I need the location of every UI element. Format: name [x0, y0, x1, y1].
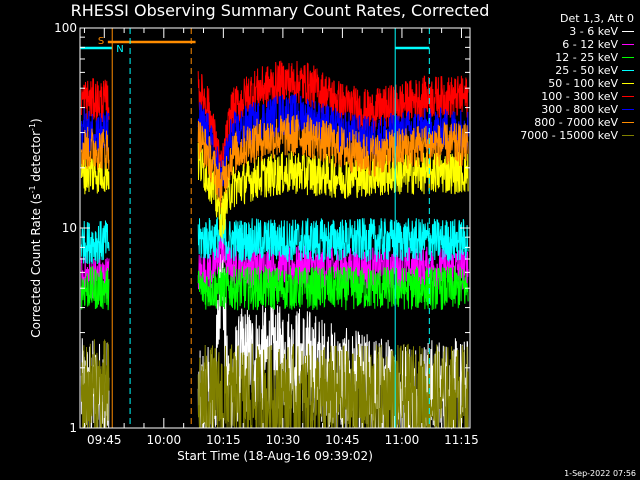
legend-entry-label: 7000 - 15000 keV — [520, 129, 618, 142]
series-trace — [80, 113, 469, 208]
legend-entry: 50 - 100 keV — [520, 77, 634, 90]
x-tick-label: 10:15 — [206, 433, 241, 447]
legend-entry-label: 100 - 300 keV — [541, 90, 618, 103]
series-25-50kev — [80, 213, 469, 265]
annotation-label-s: S — [98, 36, 104, 47]
legend-swatch — [622, 30, 634, 33]
legend-entry-label: 25 - 50 keV — [555, 64, 618, 77]
legend-swatch — [622, 56, 634, 59]
legend-entry-label: 300 - 800 keV — [541, 103, 618, 116]
y-tick-label: 100 — [54, 21, 77, 35]
x-axis-label: Start Time (18-Aug-16 09:39:02) — [177, 449, 373, 463]
legend-swatch — [622, 82, 634, 85]
y-tick-label: 10 — [62, 221, 77, 235]
x-tick-label: 11:00 — [385, 433, 420, 447]
legend-entry-label: 12 - 25 keV — [555, 51, 618, 64]
series-100-300kev — [80, 60, 469, 181]
series-50-100kev — [80, 142, 469, 239]
legend-entry: 3 - 6 keV — [520, 25, 634, 38]
series-trace — [80, 266, 469, 311]
annotation-label-n: N — [116, 44, 123, 55]
legend-swatch — [622, 43, 634, 46]
legend-entry-label: 800 - 7000 keV — [534, 116, 618, 129]
legend-title: Det 1,3, Att 0 — [560, 12, 634, 25]
legend-entry: 800 - 7000 keV — [520, 116, 634, 129]
legend-entry: 300 - 800 keV — [520, 103, 634, 116]
series-12-25kev — [80, 266, 469, 311]
legend-swatch — [622, 134, 634, 137]
x-tick-label: 10:00 — [147, 433, 182, 447]
series-trace — [80, 213, 469, 265]
series-800-7000kev — [80, 113, 469, 208]
legend-entry: 100 - 300 keV — [520, 90, 634, 103]
series-trace — [80, 142, 469, 239]
legend-entry-label: 6 - 12 keV — [562, 38, 618, 51]
x-tick-label: 10:45 — [325, 433, 360, 447]
y-tick-label: 1 — [69, 421, 77, 435]
legend-swatch — [622, 108, 634, 111]
legend-entry: 25 - 50 keV — [520, 64, 634, 77]
legend-swatch — [622, 69, 634, 72]
series-300-800kev — [80, 93, 469, 198]
x-tick-label: 10:30 — [266, 433, 301, 447]
footer-date: 1-Sep-2022 07:56 — [564, 469, 636, 478]
series-trace — [80, 93, 469, 198]
legend-entry: 7000 - 15000 keV — [520, 129, 634, 142]
chart-title: RHESSI Observing Summary Count Rates, Co… — [70, 1, 490, 20]
legend-swatch — [622, 121, 634, 124]
legend: Det 1,3, Att 0 3 - 6 keV 6 - 12 keV 12 - 2… — [520, 12, 634, 142]
series-trace — [80, 60, 469, 181]
legend-swatch — [622, 95, 634, 98]
legend-entry: 6 - 12 keV — [520, 38, 634, 51]
legend-entry: 12 - 25 keV — [520, 51, 634, 64]
y-axis-label: Corrected Count Rate (s-1 detector-1) — [28, 118, 43, 337]
x-tick-label: 11:15 — [444, 433, 479, 447]
x-tick-label: 09:45 — [87, 433, 122, 447]
legend-entry-label: 3 - 6 keV — [569, 25, 618, 38]
legend-entry-label: 50 - 100 keV — [548, 77, 618, 90]
